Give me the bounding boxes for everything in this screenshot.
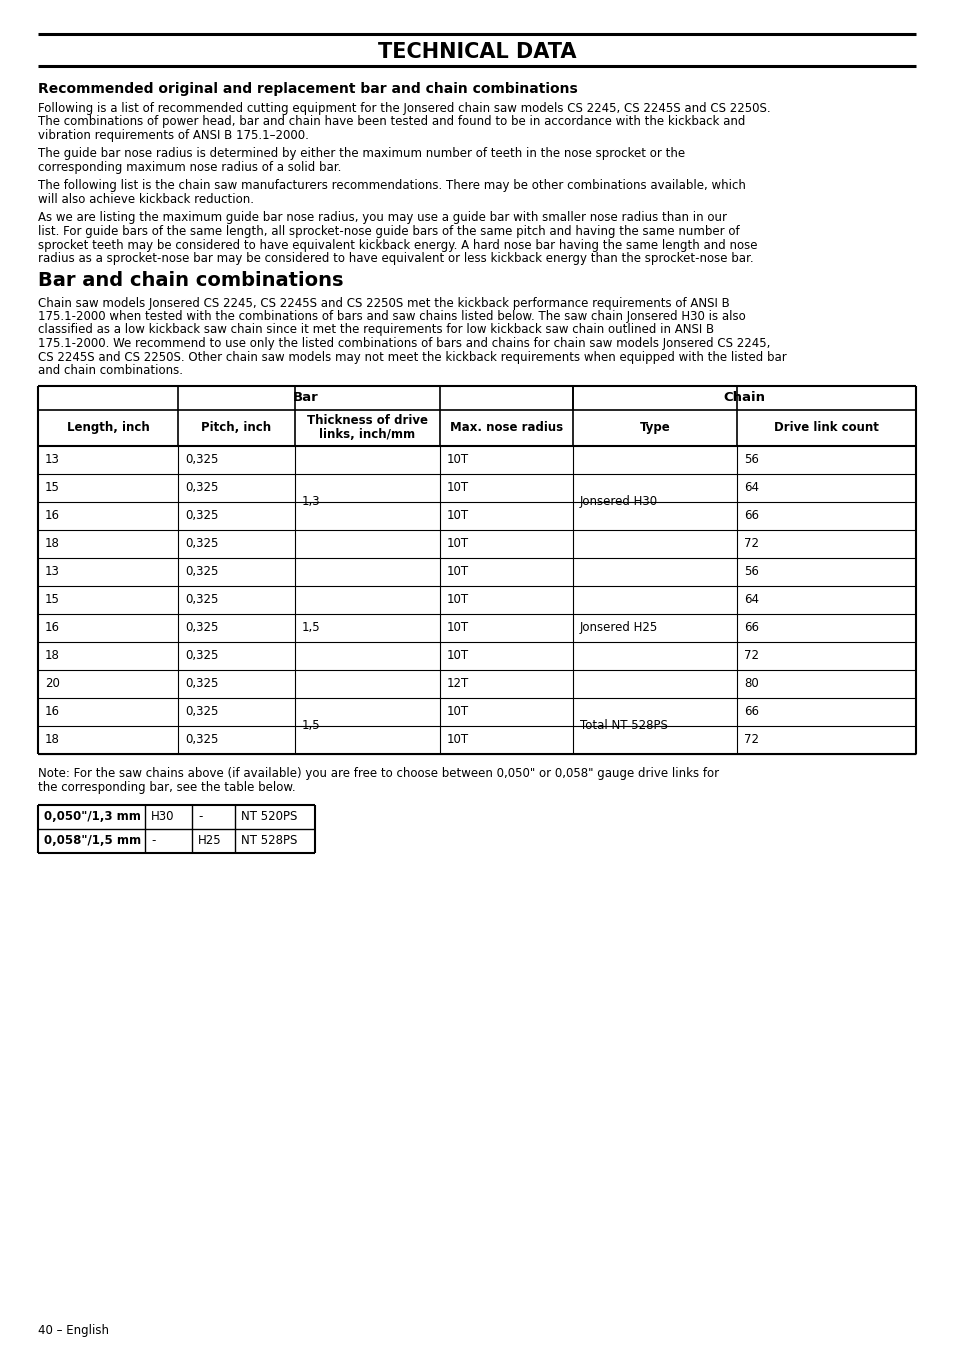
Text: 1,3: 1,3 — [302, 495, 320, 508]
Text: 0,325: 0,325 — [185, 704, 218, 718]
Text: Bar: Bar — [293, 391, 318, 404]
Text: 64: 64 — [743, 481, 759, 493]
Text: 72: 72 — [743, 537, 759, 550]
Text: CS 2245S and CS 2250S. Other chain saw models may not meet the kickback requirem: CS 2245S and CS 2250S. Other chain saw m… — [38, 350, 786, 364]
Text: 0,050"/1,3 mm: 0,050"/1,3 mm — [44, 810, 141, 823]
Text: 0,058"/1,5 mm: 0,058"/1,5 mm — [44, 834, 141, 846]
Text: 72: 72 — [743, 649, 759, 662]
Text: 15: 15 — [45, 481, 60, 493]
Text: 18: 18 — [45, 649, 60, 662]
Text: NT 520PS: NT 520PS — [241, 810, 297, 823]
Text: 0,325: 0,325 — [185, 621, 218, 634]
Text: 56: 56 — [743, 565, 758, 579]
Text: The guide bar nose radius is determined by either the maximum number of teeth in: The guide bar nose radius is determined … — [38, 147, 684, 161]
Text: the corresponding bar, see the table below.: the corresponding bar, see the table bel… — [38, 781, 295, 794]
Text: Max. nose radius: Max. nose radius — [450, 420, 562, 434]
Text: -: - — [151, 834, 155, 846]
Text: Jonsered H25: Jonsered H25 — [579, 621, 658, 634]
Text: 10T: 10T — [447, 565, 469, 579]
Text: vibration requirements of ANSI B 175.1–2000.: vibration requirements of ANSI B 175.1–2… — [38, 128, 309, 142]
Text: 18: 18 — [45, 733, 60, 746]
Text: 72: 72 — [743, 733, 759, 746]
Text: 0,325: 0,325 — [185, 677, 218, 690]
Text: 12T: 12T — [447, 677, 469, 690]
Text: sprocket teeth may be considered to have equivalent kickback energy. A hard nose: sprocket teeth may be considered to have… — [38, 238, 757, 251]
Text: 10T: 10T — [447, 508, 469, 522]
Text: 10T: 10T — [447, 733, 469, 746]
Text: The combinations of power head, bar and chain have been tested and found to be i: The combinations of power head, bar and … — [38, 115, 744, 128]
Text: 10T: 10T — [447, 621, 469, 634]
Text: 56: 56 — [743, 453, 758, 466]
Text: Bar and chain combinations: Bar and chain combinations — [38, 270, 343, 289]
Text: 10T: 10T — [447, 704, 469, 718]
Text: 66: 66 — [743, 621, 759, 634]
Text: 0,325: 0,325 — [185, 594, 218, 606]
Text: 13: 13 — [45, 565, 60, 579]
Text: NT 528PS: NT 528PS — [241, 834, 297, 846]
Text: Pitch, inch: Pitch, inch — [201, 420, 272, 434]
Text: H25: H25 — [198, 834, 221, 846]
Text: 1,5: 1,5 — [302, 719, 320, 731]
Text: Chain: Chain — [722, 391, 764, 404]
Text: Recommended original and replacement bar and chain combinations: Recommended original and replacement bar… — [38, 82, 578, 96]
Text: 13: 13 — [45, 453, 60, 466]
Text: 1,5: 1,5 — [302, 621, 320, 634]
Text: Drive link count: Drive link count — [773, 420, 878, 434]
Text: 64: 64 — [743, 594, 759, 606]
Text: 175.1-2000. We recommend to use only the listed combinations of bars and chains : 175.1-2000. We recommend to use only the… — [38, 337, 770, 350]
Text: 66: 66 — [743, 508, 759, 522]
Text: Note: For the saw chains above (if available) you are free to choose between 0,0: Note: For the saw chains above (if avail… — [38, 768, 719, 780]
Text: Thickness of drive: Thickness of drive — [307, 414, 428, 427]
Text: H30: H30 — [151, 810, 174, 823]
Text: Type: Type — [639, 420, 670, 434]
Text: 16: 16 — [45, 704, 60, 718]
Text: 10T: 10T — [447, 649, 469, 662]
Text: 16: 16 — [45, 508, 60, 522]
Text: The following list is the chain saw manufacturers recommendations. There may be : The following list is the chain saw manu… — [38, 180, 745, 192]
Text: 40 – English: 40 – English — [38, 1324, 109, 1337]
Text: 0,325: 0,325 — [185, 453, 218, 466]
Text: 10T: 10T — [447, 481, 469, 493]
Text: 0,325: 0,325 — [185, 649, 218, 662]
Text: 80: 80 — [743, 677, 758, 690]
Text: 175.1-2000 when tested with the combinations of bars and saw chains listed below: 175.1-2000 when tested with the combinat… — [38, 310, 745, 323]
Text: 20: 20 — [45, 677, 60, 690]
Text: 0,325: 0,325 — [185, 565, 218, 579]
Text: 66: 66 — [743, 704, 759, 718]
Text: -: - — [198, 810, 202, 823]
Text: Length, inch: Length, inch — [67, 420, 150, 434]
Text: 0,325: 0,325 — [185, 508, 218, 522]
Text: 10T: 10T — [447, 453, 469, 466]
Text: As we are listing the maximum guide bar nose radius, you may use a guide bar wit: As we are listing the maximum guide bar … — [38, 211, 726, 224]
Text: 10T: 10T — [447, 594, 469, 606]
Text: 15: 15 — [45, 594, 60, 606]
Text: classified as a low kickback saw chain since it met the requirements for low kic: classified as a low kickback saw chain s… — [38, 323, 714, 337]
Text: Total NT 528PS: Total NT 528PS — [579, 719, 667, 731]
Text: list. For guide bars of the same length, all sprocket-nose guide bars of the sam: list. For guide bars of the same length,… — [38, 224, 739, 238]
Text: 16: 16 — [45, 621, 60, 634]
Text: Following is a list of recommended cutting equipment for the Jonsered chain saw : Following is a list of recommended cutti… — [38, 101, 770, 115]
Text: links, inch/mm: links, inch/mm — [319, 429, 416, 441]
Text: Chain saw models Jonsered CS 2245, CS 2245S and CS 2250S met the kickback perfor: Chain saw models Jonsered CS 2245, CS 22… — [38, 296, 729, 310]
Text: Jonsered H30: Jonsered H30 — [579, 495, 658, 508]
Text: will also achieve kickback reduction.: will also achieve kickback reduction. — [38, 193, 253, 206]
Text: TECHNICAL DATA: TECHNICAL DATA — [377, 42, 576, 62]
Text: 0,325: 0,325 — [185, 481, 218, 493]
Text: and chain combinations.: and chain combinations. — [38, 364, 183, 377]
Text: 0,325: 0,325 — [185, 537, 218, 550]
Text: radius as a sprocket-nose bar may be considered to have equivalent or less kickb: radius as a sprocket-nose bar may be con… — [38, 251, 753, 265]
Text: 18: 18 — [45, 537, 60, 550]
Text: corresponding maximum nose radius of a solid bar.: corresponding maximum nose radius of a s… — [38, 161, 341, 174]
Text: 10T: 10T — [447, 537, 469, 550]
Text: 0,325: 0,325 — [185, 733, 218, 746]
